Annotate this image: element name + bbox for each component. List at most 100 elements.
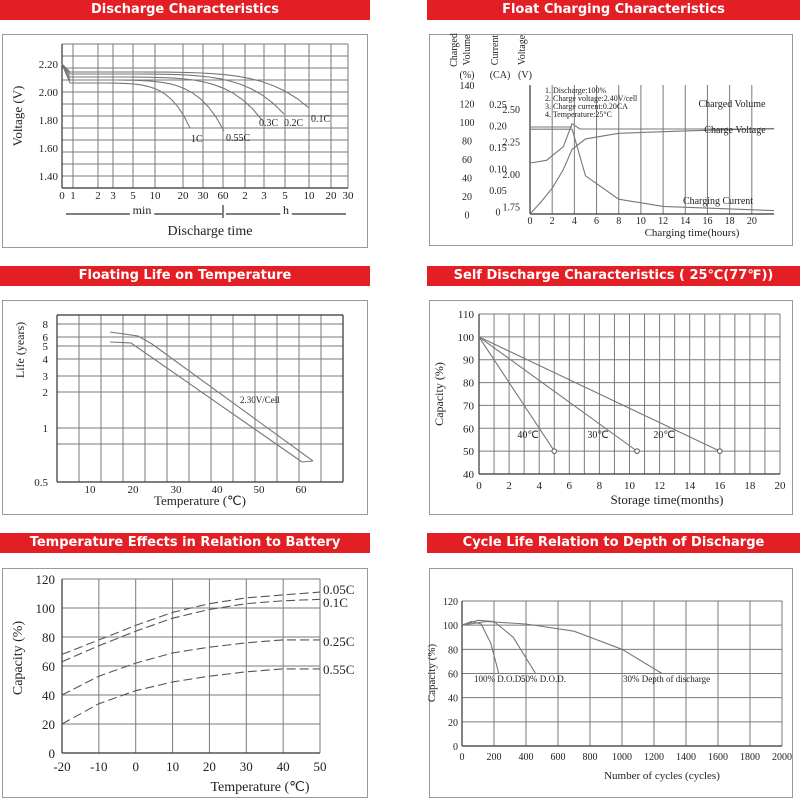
y-tick-label: 40 (448, 694, 458, 705)
current-tick-label: 0.10 (489, 165, 507, 176)
voltage-tick-label: 2.50 (503, 105, 521, 116)
series-label: 0.05C (323, 582, 354, 597)
x-tick-label: 0 (460, 752, 465, 763)
x-tick-label: 1600 (708, 752, 728, 763)
x-tick-label: 40 (212, 484, 224, 496)
x-tick-label: 6 (567, 480, 573, 492)
x-tick-label: 600 (551, 752, 566, 763)
x-tick-label: 0 (59, 190, 65, 202)
discharge-panel (2, 34, 368, 248)
x-tick-label: 50 (254, 484, 266, 496)
series-label: 0.3C (259, 118, 279, 129)
x-axis-label: Temperature (℃) (154, 493, 246, 508)
voltage-tick-label: 2.00 (503, 170, 521, 181)
current-head: Current (490, 35, 501, 66)
discharge-curve-0.3C (61, 63, 263, 121)
charged-unit: (%) (460, 70, 475, 81)
x-tick-label: 5 (282, 190, 288, 202)
x-tick-label: 2 (242, 190, 248, 202)
series-label: 0.25C (323, 634, 354, 649)
x-tick-label: 16 (714, 480, 726, 492)
y-tick-label: 8 (43, 319, 49, 331)
end-marker (717, 448, 723, 454)
y-tick-label: 20 (448, 718, 458, 729)
discharge-chart: 2.202.001.801.601.400 1 2 3 5 10 20 30 60 2 3 5 10 20… (10, 43, 355, 239)
x-tick-label: 18 (744, 480, 756, 492)
series-label: 0.2C (284, 118, 304, 129)
x-tick-label: 20 (128, 484, 140, 496)
x-tick-label: 10 (304, 190, 316, 202)
x-tick-label: 10 (624, 480, 636, 492)
y-tick-label: 0.5 (34, 477, 48, 489)
current-tick-label: 0.20 (489, 122, 507, 133)
x-tick-label: 5 (130, 190, 136, 202)
x-tick-label: 14 (680, 216, 690, 227)
y-tick-label: 60 (42, 659, 55, 674)
x-tick-label: 1800 (740, 752, 760, 763)
charged-tick-label: 140 (460, 81, 475, 92)
float-panel (429, 34, 793, 246)
voltage-head: Voltage (517, 34, 528, 65)
x-axis-label: Charging time(hours) (645, 227, 740, 239)
charging-current-curve (530, 128, 775, 212)
grid (56, 315, 344, 483)
cycle-curve-50% D.O.D. (461, 619, 537, 674)
y-tick-label: 20 (42, 717, 55, 732)
x-tick-label: 20 (775, 480, 787, 492)
x-tick-label: 6 (594, 216, 599, 227)
float-chart: 1401201008060402000.250.200.150.100.0502… (449, 33, 775, 239)
x-tick-label: 10 (636, 216, 646, 227)
x-tick-label: 10 (85, 484, 97, 496)
y-tick-label: 120 (443, 597, 458, 608)
series-label: 0.55C (226, 133, 251, 144)
discharge-header: Discharge Characteristics (0, 0, 370, 20)
y-tick-label: 2 (43, 387, 49, 399)
end-marker (551, 448, 558, 454)
x-tick-label: 2 (95, 190, 101, 202)
x-tick-label: 12 (654, 480, 665, 492)
x-tick-label: 0 (528, 216, 533, 227)
y-axis-label: Capacity (%) (11, 621, 26, 696)
x-tick-label: -20 (53, 759, 70, 774)
life-end-cap (301, 460, 314, 463)
charge-voltage-label: Charge Voltage (704, 125, 766, 136)
charging-current-label: Charging Current (683, 196, 753, 207)
grid (61, 578, 321, 754)
temp-effects-panel (2, 568, 368, 798)
charged-tick-label: 60 (462, 155, 472, 166)
discharge-curve-1C (61, 63, 191, 129)
series-label: 30℃ (587, 430, 608, 441)
series-label: 0.1C (323, 595, 348, 610)
self-discharge-line-20℃ (478, 336, 721, 452)
x-tick-label: 2000 (772, 752, 792, 763)
x-tick-label: 10 (150, 190, 162, 202)
voltage-unit: (V) (518, 70, 532, 81)
x-tick-label: 200 (487, 752, 502, 763)
y-tick-label: 100 (36, 601, 56, 616)
y-tick-label: 1.40 (39, 171, 59, 183)
x-tick-label: 0 (476, 480, 482, 492)
end-marker (634, 448, 640, 454)
y-axis-label: Voltage (V) (10, 86, 25, 147)
x-tick-label: 30 (343, 190, 355, 202)
current-tick-label: 0.25 (489, 100, 507, 111)
y-axis-label: Capacity (%) (426, 643, 438, 702)
y-tick-label: 60 (463, 423, 475, 435)
x-tick-label: 3 (110, 190, 116, 202)
note: 3. Charge current:0.20CA (545, 102, 628, 111)
charged-tick-label: 100 (460, 118, 475, 129)
x-tick-label: 50 (314, 759, 327, 774)
self-discharge-chart: 110 100 90 80 70 60 50 400 2 4 6 8 10 12 14 16 18 20 Stora… (432, 309, 787, 507)
floating-life-header: Floating Life on Temperature (0, 266, 370, 286)
note: 4. Temperature:25°C (545, 110, 612, 119)
x-axis-label: Storage time(months) (610, 492, 723, 507)
charged-tick-label: 0 (465, 211, 470, 222)
charge-voltage-curve (529, 122, 774, 164)
floating-life-panel (2, 300, 368, 515)
y-tick-label: 60 (448, 670, 458, 681)
x-tick-label: 800 (583, 752, 598, 763)
y-tick-label: 0 (49, 746, 56, 761)
temp-curve-0.25C (61, 639, 320, 696)
